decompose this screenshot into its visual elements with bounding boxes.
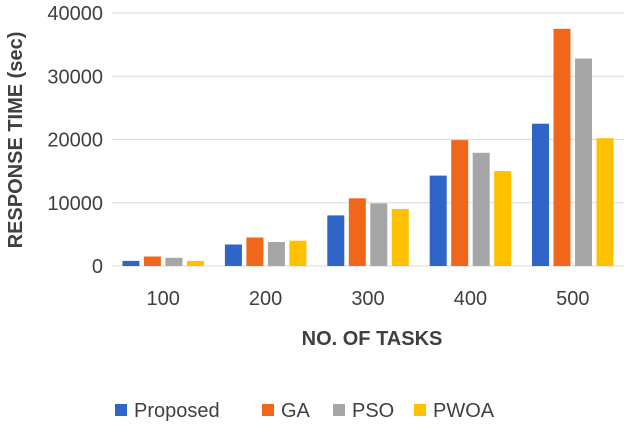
legend-label-pso: PSO xyxy=(352,400,394,422)
bar-proposed-500 xyxy=(532,123,549,266)
bar-proposed-300 xyxy=(327,215,345,266)
bar-pwoa-400 xyxy=(494,171,512,266)
bar-ga-100 xyxy=(143,256,161,266)
bar-ga-200 xyxy=(246,237,264,266)
x-tick-label: 500 xyxy=(556,288,589,310)
bar-pwoa-500 xyxy=(596,138,614,266)
legend: Proposed GA PSO PWOA xyxy=(115,400,495,422)
legend-label-ga: GA xyxy=(281,400,311,422)
bar-pso-200 xyxy=(267,242,285,266)
x-tick-label: 400 xyxy=(454,288,487,310)
legend-swatch-proposed xyxy=(115,404,127,416)
legend-label-pwoa: PWOA xyxy=(433,400,495,422)
bars xyxy=(122,28,614,266)
bar-ga-300 xyxy=(348,198,366,266)
y-tick-label: 20000 xyxy=(47,130,103,152)
bar-pso-500 xyxy=(575,58,592,266)
y-tick-label: 0 xyxy=(92,256,103,278)
bar-pso-100 xyxy=(165,257,183,266)
bar-pwoa-200 xyxy=(289,240,307,266)
x-tick-label: 300 xyxy=(351,288,384,310)
bar-pwoa-300 xyxy=(391,209,409,266)
y-axis-title: RESPONSE TIME (sec) xyxy=(5,32,27,249)
legend-swatch-ga xyxy=(262,404,274,416)
bar-ga-500 xyxy=(553,28,571,266)
bar-ga-400 xyxy=(451,140,469,266)
bar-pso-300 xyxy=(370,203,388,266)
y-tick-label: 30000 xyxy=(47,66,103,88)
x-axis-title: NO. OF TASKS xyxy=(302,328,443,350)
bar-pso-400 xyxy=(472,152,490,266)
legend-swatch-pso xyxy=(333,404,345,416)
y-tick-label: 10000 xyxy=(47,193,103,215)
bar-proposed-400 xyxy=(429,175,447,266)
x-axis-ticks: 100 200 300 400 500 xyxy=(147,288,590,310)
legend-label-proposed: Proposed xyxy=(134,400,220,422)
y-axis-ticks: 0 10000 20000 30000 40000 xyxy=(47,3,103,278)
bar-proposed-200 xyxy=(224,244,242,266)
bar-pwoa-100 xyxy=(186,260,204,266)
legend-swatch-pwoa xyxy=(414,404,426,416)
y-tick-label: 40000 xyxy=(47,3,103,25)
x-tick-label: 200 xyxy=(249,288,282,310)
x-tick-label: 100 xyxy=(147,288,180,310)
bar-proposed-100 xyxy=(122,260,140,266)
